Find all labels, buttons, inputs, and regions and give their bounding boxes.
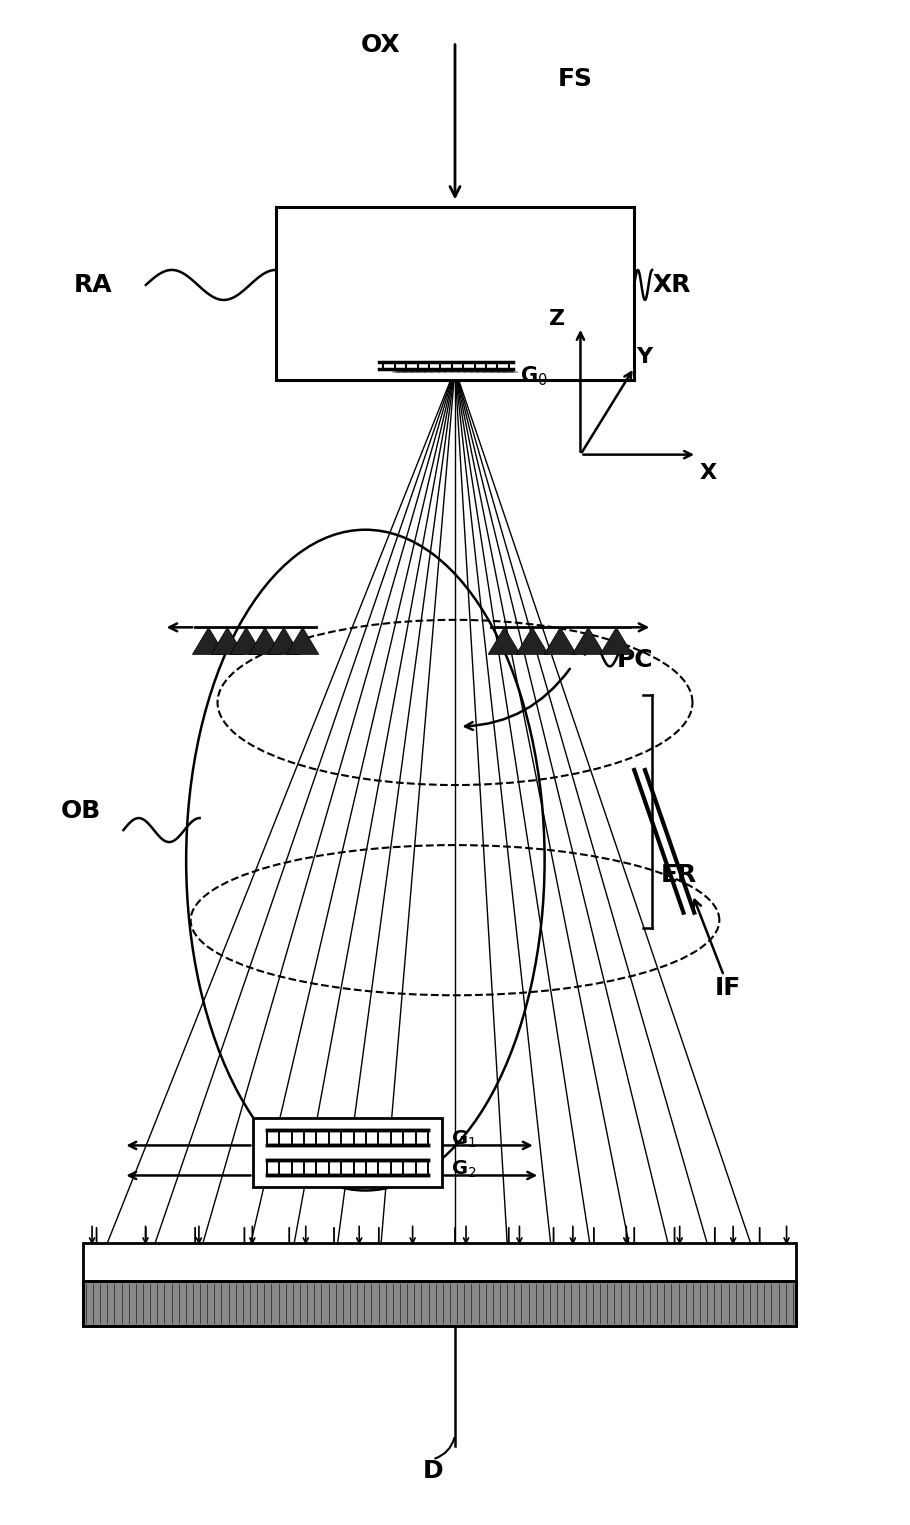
- Polygon shape: [268, 627, 300, 654]
- Text: ASG: ASG: [702, 1279, 760, 1302]
- Text: FS: FS: [558, 67, 593, 92]
- Text: G$_1$: G$_1$: [451, 1128, 477, 1150]
- Text: OB: OB: [61, 799, 101, 822]
- Polygon shape: [488, 627, 521, 654]
- Bar: [83, 1281, 795, 1325]
- Bar: [276, 207, 634, 380]
- Polygon shape: [287, 627, 318, 654]
- Polygon shape: [249, 627, 281, 654]
- Text: D: D: [422, 1459, 443, 1484]
- Text: Z: Z: [549, 310, 565, 329]
- Polygon shape: [392, 369, 518, 372]
- Polygon shape: [230, 627, 262, 654]
- Text: XR: XR: [652, 273, 691, 297]
- Text: G$_0$: G$_0$: [520, 364, 547, 389]
- Text: PC: PC: [616, 648, 653, 673]
- Polygon shape: [544, 627, 576, 654]
- Text: X: X: [700, 462, 717, 483]
- Text: ER: ER: [661, 863, 697, 888]
- Polygon shape: [516, 627, 549, 654]
- Text: G$_2$: G$_2$: [451, 1159, 477, 1180]
- Text: Y: Y: [636, 348, 652, 368]
- Bar: [83, 1281, 795, 1325]
- Polygon shape: [192, 627, 225, 654]
- Text: RA: RA: [74, 273, 113, 297]
- Text: IF: IF: [715, 976, 741, 1000]
- Polygon shape: [601, 627, 632, 654]
- Polygon shape: [211, 627, 244, 654]
- Bar: [83, 1243, 795, 1281]
- Bar: [253, 1118, 441, 1188]
- Polygon shape: [572, 627, 604, 654]
- Text: OX: OX: [361, 32, 400, 56]
